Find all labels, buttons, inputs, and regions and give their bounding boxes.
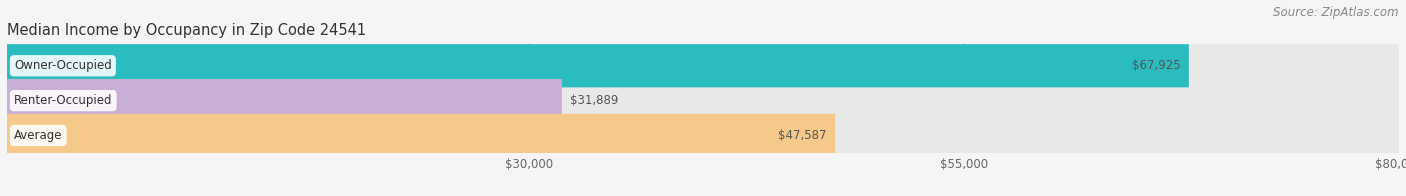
FancyBboxPatch shape [7,114,835,157]
Text: Source: ZipAtlas.com: Source: ZipAtlas.com [1274,6,1399,19]
FancyBboxPatch shape [7,114,1399,157]
FancyBboxPatch shape [7,79,1399,122]
Text: Average: Average [14,129,62,142]
FancyBboxPatch shape [7,44,1189,87]
Text: $67,925: $67,925 [1132,59,1181,72]
Text: Renter-Occupied: Renter-Occupied [14,94,112,107]
FancyBboxPatch shape [7,79,562,122]
Text: $47,587: $47,587 [778,129,827,142]
Text: Median Income by Occupancy in Zip Code 24541: Median Income by Occupancy in Zip Code 2… [7,23,366,38]
Text: Owner-Occupied: Owner-Occupied [14,59,111,72]
Text: $31,889: $31,889 [571,94,619,107]
FancyBboxPatch shape [7,44,1399,87]
